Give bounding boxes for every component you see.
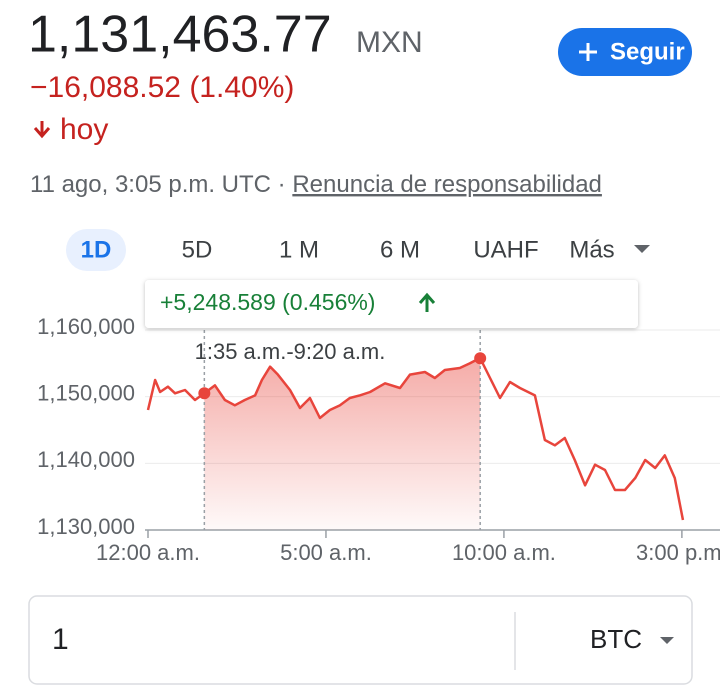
tab-active-bg [66, 229, 126, 271]
timestamp-line: 11 ago, 3:05 p.m. UTC · Renuncia de resp… [30, 171, 602, 198]
change: −16,088.52 (1.40%) [30, 71, 294, 104]
x-tick-label: 3:00 p.m. [636, 540, 720, 565]
selection-marker [198, 387, 211, 400]
tab[interactable]: 6 M [380, 236, 420, 263]
unit[interactable]: BTC [590, 624, 642, 654]
plus-icon [579, 43, 597, 61]
selection-marker [474, 352, 487, 365]
up-arrow [418, 292, 436, 312]
x-tick-label: 10:00 a.m. [452, 540, 556, 565]
unit-dropdown[interactable] [660, 637, 674, 644]
y-tick-label: 1,160,000 [37, 314, 135, 339]
more-dropdown[interactable] [634, 245, 650, 253]
currency: MXN [356, 26, 423, 59]
disclaimer[interactable]: Renuncia de responsabilidad [292, 171, 602, 198]
y-tick-label: 1,140,000 [37, 447, 135, 472]
follow-label[interactable]: Seguir [610, 38, 685, 65]
y-tick-label: 1,150,000 [37, 380, 135, 405]
tooltip: +5,248.589 (0.456%) [145, 280, 638, 328]
tab[interactable]: 1D [81, 236, 112, 263]
selection-area [204, 358, 481, 530]
follow-bg[interactable] [558, 28, 692, 76]
tab[interactable]: 1 M [279, 236, 319, 263]
down-arrow [33, 121, 51, 139]
selection-range: 1:35 a.m.-9:20 a.m. [195, 339, 386, 364]
tabs: 1D 5D 1 M 6 M UAHF Más [81, 236, 650, 263]
tooltip-box [145, 280, 638, 328]
x-tick-label: 12:00 a.m. [96, 540, 200, 565]
converter-box [28, 595, 693, 685]
price: 1,131,463.77 [28, 6, 332, 64]
y-tick-label: 1,130,000 [37, 514, 135, 539]
plot: 1,130,000 1,140,000 1,150,000 1,160,000 12:0… [37, 314, 720, 565]
price-line [146, 356, 685, 521]
tab[interactable]: 5D [182, 236, 213, 263]
converter: 1 BTC [28, 595, 693, 685]
timestamp: 11 ago, 3:05 p.m. UTC · [30, 171, 286, 198]
amount[interactable]: 1 [52, 623, 69, 656]
period: hoy [60, 113, 108, 146]
follow-button[interactable]: Seguir [558, 28, 692, 76]
tab[interactable]: UAHF [473, 236, 538, 263]
tab[interactable]: Más [569, 236, 614, 263]
selection-change: +5,248.589 (0.456%) [160, 289, 375, 315]
x-tick-label: 5:00 a.m. [280, 540, 372, 565]
